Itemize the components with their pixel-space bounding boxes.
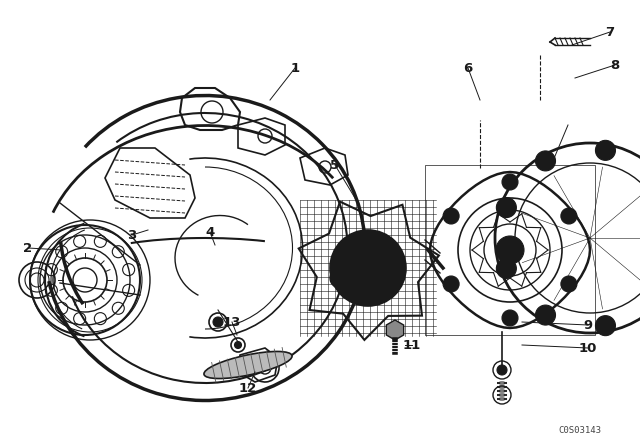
Text: C0S03143: C0S03143 <box>559 426 602 435</box>
Text: 9: 9 <box>584 319 593 332</box>
Circle shape <box>234 341 241 349</box>
Circle shape <box>595 316 616 336</box>
Circle shape <box>497 258 516 279</box>
Circle shape <box>501 263 511 273</box>
Text: 7: 7 <box>605 26 614 39</box>
Circle shape <box>536 151 556 171</box>
Circle shape <box>600 145 611 155</box>
Text: 6: 6 <box>463 61 472 74</box>
Circle shape <box>497 198 516 218</box>
Circle shape <box>541 310 550 320</box>
Circle shape <box>561 208 577 224</box>
Text: 12: 12 <box>239 382 257 395</box>
Circle shape <box>561 276 577 292</box>
Text: 13: 13 <box>223 315 241 328</box>
Circle shape <box>541 156 550 166</box>
Circle shape <box>497 365 507 375</box>
Circle shape <box>506 178 514 186</box>
Text: 8: 8 <box>611 59 620 72</box>
Circle shape <box>361 261 375 275</box>
Polygon shape <box>387 320 404 340</box>
Text: 10: 10 <box>579 341 597 354</box>
Ellipse shape <box>204 352 292 379</box>
Text: 3: 3 <box>127 228 136 241</box>
Circle shape <box>330 230 406 306</box>
Circle shape <box>502 174 518 190</box>
Circle shape <box>595 140 616 160</box>
Circle shape <box>447 280 455 288</box>
Circle shape <box>447 212 455 220</box>
Circle shape <box>565 212 573 220</box>
Circle shape <box>330 268 350 288</box>
Text: 4: 4 <box>205 225 214 238</box>
Circle shape <box>536 305 556 325</box>
Circle shape <box>213 317 223 327</box>
Circle shape <box>565 280 573 288</box>
Circle shape <box>443 208 459 224</box>
Circle shape <box>496 236 524 264</box>
Text: 5: 5 <box>330 159 340 172</box>
Text: 1: 1 <box>291 61 300 74</box>
Text: 2: 2 <box>24 241 33 254</box>
Circle shape <box>501 202 511 212</box>
Circle shape <box>443 276 459 292</box>
Circle shape <box>506 314 514 322</box>
Circle shape <box>502 310 518 326</box>
Text: 11: 11 <box>403 339 421 352</box>
Circle shape <box>600 321 611 331</box>
